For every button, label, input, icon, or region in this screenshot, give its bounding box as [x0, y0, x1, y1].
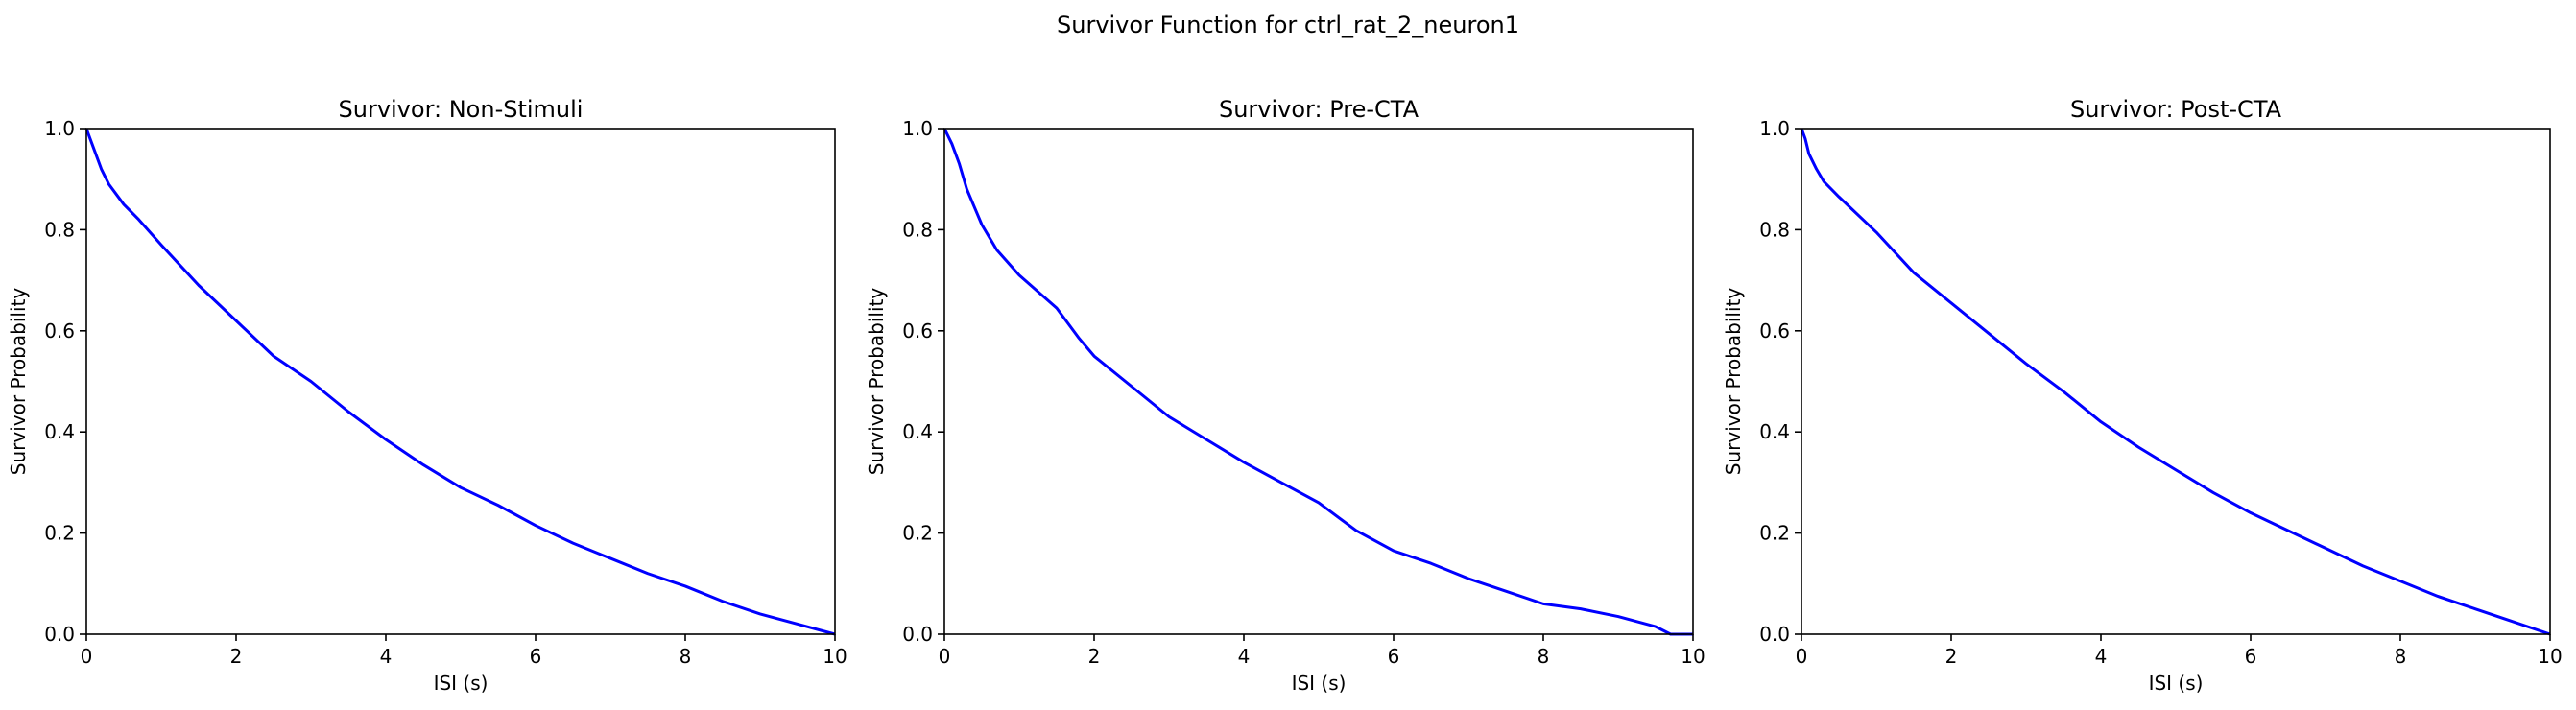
y-tick-label: 1.0	[44, 117, 75, 140]
x-tick-label: 8	[2395, 645, 2407, 668]
y-axis-label: Survivor Probability	[7, 288, 30, 476]
y-tick-label: 0.2	[1759, 522, 1790, 545]
x-tick-label: 10	[1681, 645, 1705, 668]
y-tick-label: 0.4	[902, 420, 933, 443]
x-tick-label: 4	[2095, 645, 2108, 668]
x-tick-label: 0	[81, 645, 93, 668]
x-tick-label: 6	[530, 645, 542, 668]
y-tick-label: 0.0	[1759, 623, 1790, 646]
y-tick-label: 0.4	[44, 420, 75, 443]
chart-panel-1: Survivor: Non-Stimuli 0 2 4 6 8 10 0.0 0.2 0.4 0.6…	[7, 96, 847, 695]
axes-frame	[1801, 128, 2551, 635]
x-axis-label: ISI (s)	[1292, 672, 1347, 695]
x-axis-label: ISI (s)	[2149, 672, 2204, 695]
figure-suptitle: Survivor Function for ctrl_rat_2_neuron1	[1057, 12, 1519, 38]
x-tick-label: 4	[380, 645, 393, 668]
y-tick-label: 1.0	[902, 117, 933, 140]
x-tick-label: 6	[1388, 645, 1400, 668]
y-tick-label: 0.6	[44, 320, 75, 343]
x-tick-label: 0	[939, 645, 951, 668]
x-tick-label: 2	[1945, 645, 1958, 668]
x-axis-label: ISI (s)	[434, 672, 489, 695]
x-tick-label: 2	[230, 645, 243, 668]
y-tick-label: 0.8	[902, 218, 933, 241]
chart-panel-2: Survivor: Pre-CTA 0 2 4 6 8 10 0.0 0.2 0.4 0.6 0.8 1…	[865, 96, 1705, 695]
x-tick-label: 10	[2538, 645, 2562, 668]
y-tick-label: 0.0	[44, 623, 75, 646]
y-tick-label: 0.2	[902, 522, 933, 545]
panel-title: Survivor: Post-CTA	[2070, 96, 2282, 123]
x-tick-label: 0	[1796, 645, 1808, 668]
chart-panel-3: Survivor: Post-CTA 0 2 4 6 8 10 0.0 0.2 0.4 0.6 0.8…	[1722, 96, 2563, 695]
y-tick-label: 0.8	[1759, 218, 1790, 241]
panel-title: Survivor: Non-Stimuli	[339, 96, 584, 123]
x-tick-label: 2	[1088, 645, 1101, 668]
survivor-curve	[942, 128, 1693, 636]
y-tick-label: 0.6	[1759, 320, 1790, 343]
y-tick-label: 0.8	[44, 218, 75, 241]
y-tick-label: 1.0	[1759, 117, 1790, 140]
panel-title: Survivor: Pre-CTA	[1219, 96, 1419, 123]
y-tick-label: 0.2	[44, 522, 75, 545]
y-tick-label: 0.0	[902, 623, 933, 646]
x-tick-label: 6	[2245, 645, 2257, 668]
axes-frame	[943, 128, 1694, 635]
y-tick-label: 0.4	[1759, 420, 1790, 443]
axes-frame	[85, 128, 836, 635]
x-tick-label: 8	[1538, 645, 1550, 668]
survivor-curve	[1800, 128, 2551, 636]
y-axis-label: Survivor Probability	[865, 288, 888, 476]
x-tick-label: 10	[823, 645, 847, 668]
x-tick-label: 8	[680, 645, 692, 668]
y-axis-label: Survivor Probability	[1722, 288, 1745, 476]
survivor-curve	[84, 128, 836, 636]
y-tick-label: 0.6	[902, 320, 933, 343]
x-tick-label: 4	[1238, 645, 1251, 668]
